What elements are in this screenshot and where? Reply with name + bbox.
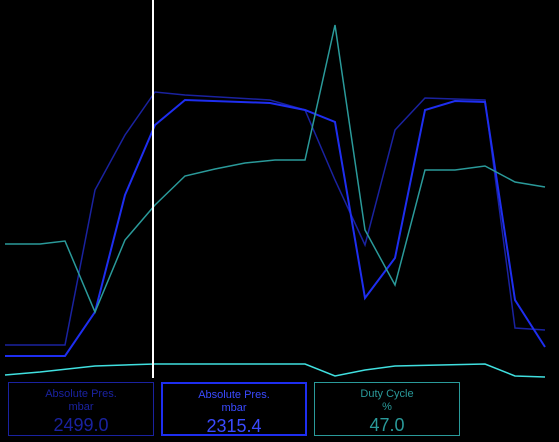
channel-unit: mbar — [221, 402, 247, 414]
trace-line — [4, 363, 546, 378]
channel-value: 2499.0 — [53, 415, 109, 435]
trace-line — [5, 24, 546, 314]
channel-value: 47.0 — [369, 415, 405, 435]
readout-panel[interactable]: Duty Cycle% 47.0 — [314, 382, 460, 436]
channel-name: Absolute Pres. — [45, 388, 117, 400]
trace-line — [5, 91, 546, 346]
channel-value: 2315.4 — [206, 416, 262, 436]
channel-name: Duty Cycle — [360, 388, 414, 400]
channel-unit: mbar — [68, 401, 94, 413]
trace-plot — [4, 0, 546, 378]
readout-panel[interactable]: Absolute Pres. mbar 2315.4 — [161, 382, 307, 436]
trace-line — [5, 98, 546, 357]
readout-panel[interactable]: Absolute Pres. mbar 2499.0 — [8, 382, 154, 436]
channel-unit: % — [382, 401, 392, 413]
channel-name: Absolute Pres. — [198, 389, 270, 401]
